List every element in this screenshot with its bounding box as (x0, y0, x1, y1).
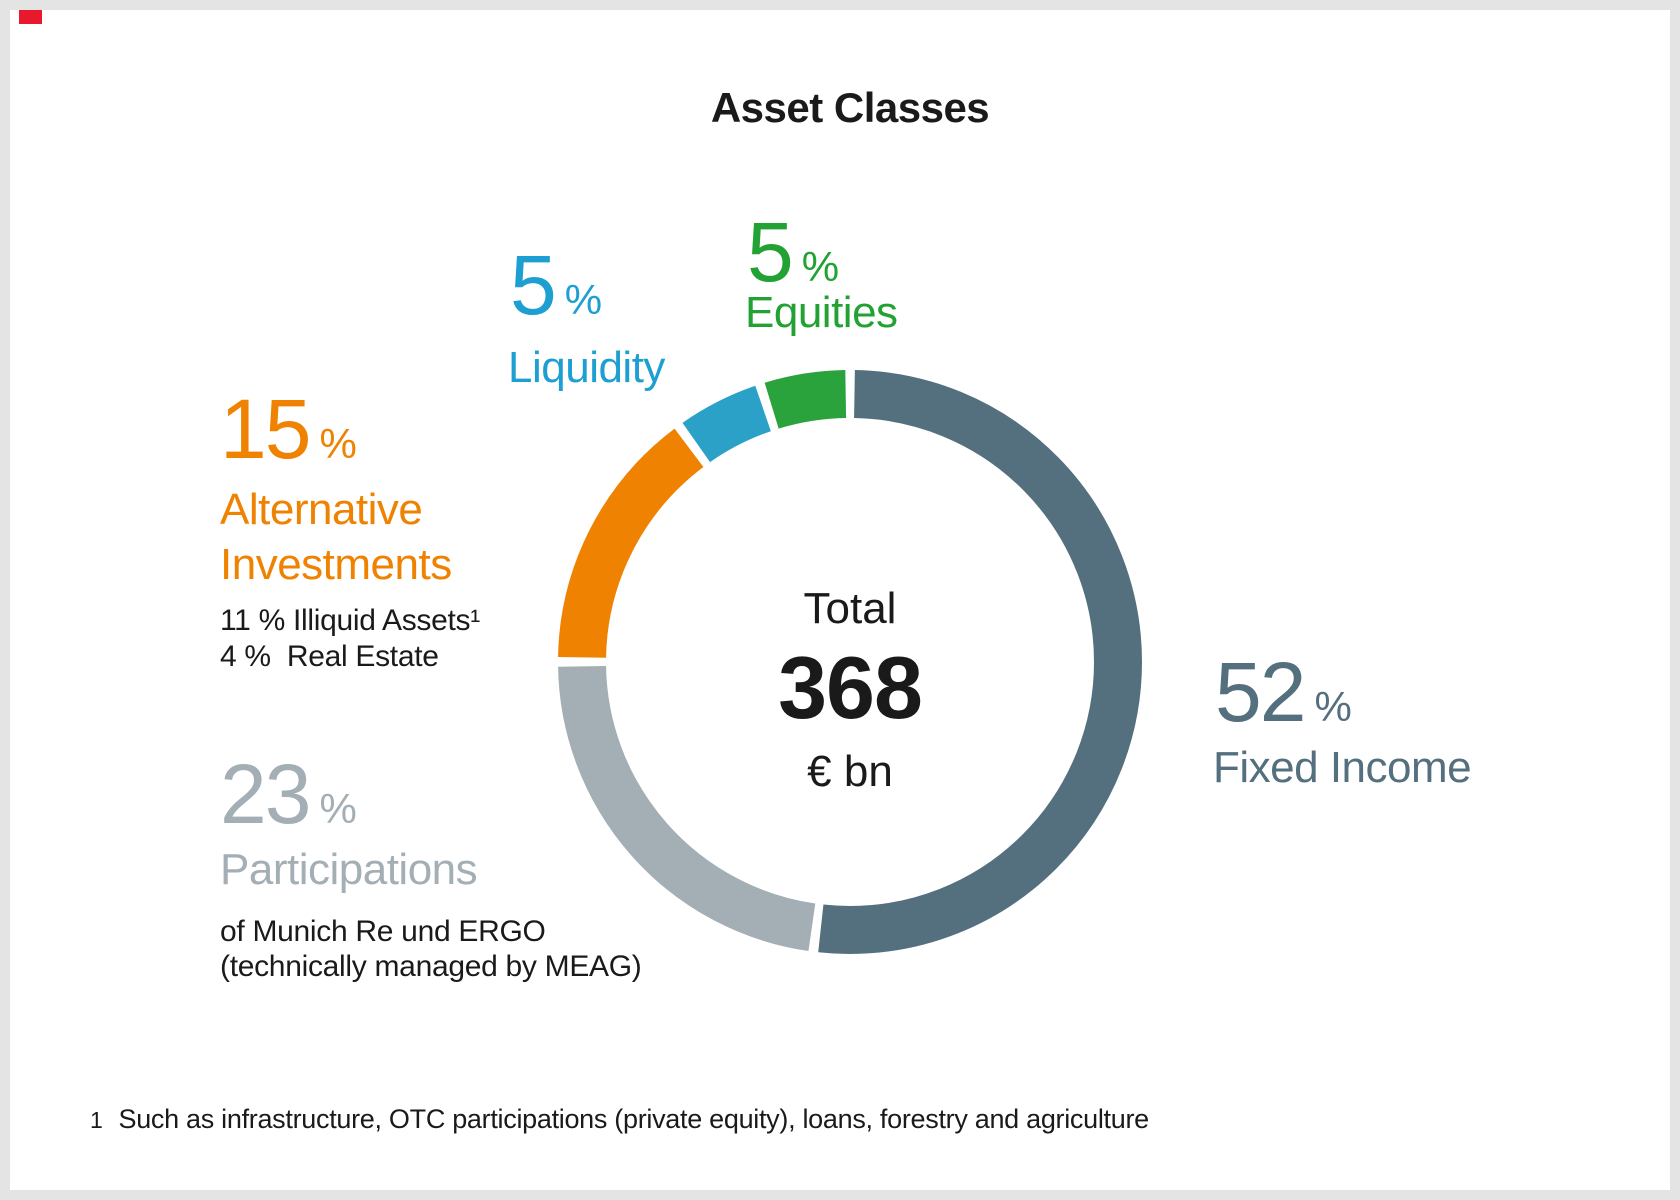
participations-label: Participations (220, 845, 478, 894)
footnote-text: Such as infrastructure, OTC participatio… (118, 1104, 1150, 1134)
participations-sub2: (technically managed by MEAG) (220, 950, 642, 983)
liquidity-value: 5 (510, 238, 557, 332)
chart-title: Asset Classes (710, 84, 990, 131)
fixed-income-percentage: 52% (1215, 650, 1352, 734)
logo-fragment (19, 10, 42, 24)
alternative-percentage: 15% (220, 387, 357, 471)
total-label: Total (803, 584, 897, 633)
participations-percent-sign: % (319, 785, 357, 832)
alternative-label-line2: Investments (220, 540, 452, 589)
total-unit: € bn (807, 746, 893, 796)
equities-label: Equities (745, 288, 898, 337)
donut-chart (558, 370, 1142, 954)
segment-fixed-income (558, 370, 1142, 954)
liquidity-percent-sign: % (564, 276, 603, 323)
alternative-label-line1: Alternative (220, 485, 423, 534)
footnote-marker: 1 (90, 1107, 103, 1133)
liquidity-label: Liquidity (508, 343, 665, 392)
equities-percent-sign: % (801, 243, 840, 290)
participations-sub1: of Munich Re und ERGO (220, 915, 546, 948)
alternative-sub1: 11 % Illiquid Assets¹ (220, 604, 480, 637)
alternative-sub2: 4 % Real Estate (220, 640, 439, 673)
participations-value: 23 (220, 747, 311, 841)
donut-center-text: Total 368 € bn (650, 584, 1050, 796)
alternative-percent-sign: % (319, 420, 357, 467)
footnote: 1 Such as infrastructure, OTC participati… (90, 1104, 1149, 1135)
fixed-income-value: 52 (1215, 645, 1306, 739)
participations-percentage: 23% (220, 752, 357, 836)
equities-value: 5 (747, 205, 794, 299)
alternative-value: 15 (220, 382, 311, 476)
total-value: 368 (778, 638, 923, 738)
fixed-income-percent-sign: % (1314, 683, 1352, 730)
liquidity-percentage: 5% (510, 243, 602, 327)
fixed-income-label: Fixed Income (1213, 743, 1472, 792)
equities-percentage: 5% (747, 210, 839, 294)
